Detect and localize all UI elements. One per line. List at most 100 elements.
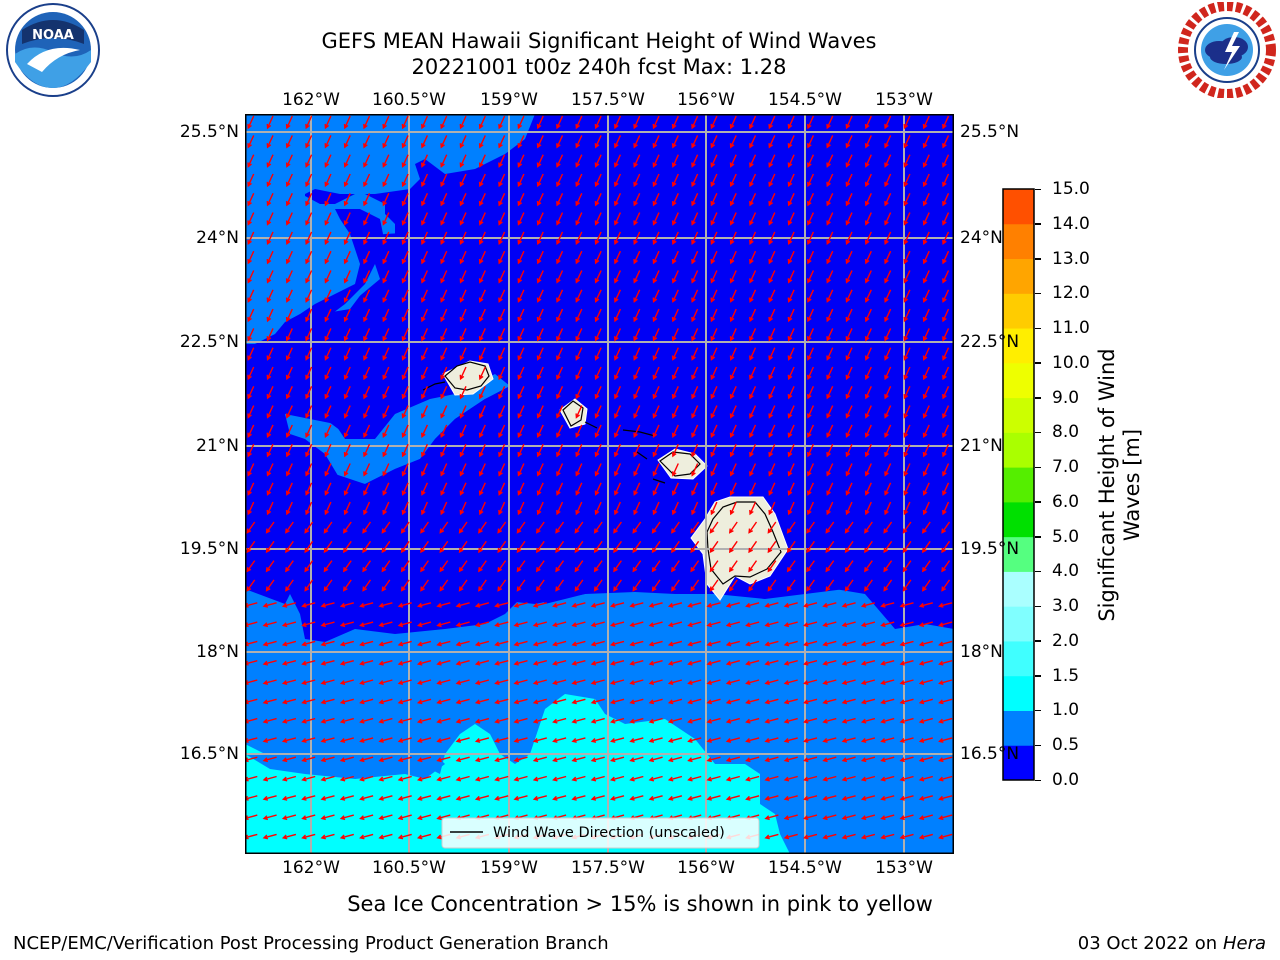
wave-direction-arrow — [382, 270, 390, 284]
wave-direction-arrow — [323, 540, 333, 554]
wave-direction-arrow — [710, 231, 718, 246]
wave-direction-arrow — [764, 640, 779, 647]
wave-direction-arrow — [421, 289, 429, 303]
wave-direction-arrow — [285, 501, 293, 516]
footer-machine: Hera — [1222, 933, 1266, 954]
wave-direction-arrow — [845, 386, 853, 400]
wave-direction-arrow — [593, 521, 603, 534]
wave-direction-arrow — [245, 795, 258, 801]
wave-direction-arrow — [343, 173, 351, 188]
wave-direction-arrow — [440, 212, 448, 226]
wave-direction-arrow — [787, 482, 795, 496]
wave-direction-arrow — [783, 833, 798, 840]
wave-direction-arrow — [749, 386, 757, 400]
wave-direction-arrow — [903, 443, 911, 458]
wave-direction-arrow — [436, 621, 451, 628]
wave-direction-arrow — [363, 405, 371, 419]
wave-height-map: Wind Wave Direction (unscaled) — [245, 114, 954, 854]
wave-direction-arrow — [802, 756, 818, 763]
wave-direction-arrow — [594, 347, 602, 361]
wave-direction-arrow — [536, 270, 544, 284]
wave-direction-arrow — [845, 193, 853, 207]
wave-direction-arrow — [478, 289, 486, 303]
wave-direction-arrow — [651, 560, 661, 573]
wave-direction-arrow — [768, 366, 776, 381]
wave-direction-arrow — [301, 602, 316, 608]
wave-direction-arrow — [826, 173, 834, 188]
wave-direction-arrow — [517, 482, 525, 496]
wave-direction-arrow — [938, 795, 953, 801]
wave-direction-arrow — [247, 482, 255, 496]
wave-direction-arrow — [807, 135, 815, 149]
wave-direction-arrow — [783, 775, 798, 782]
wave-direction-arrow — [594, 366, 602, 381]
wave-direction-arrow — [245, 679, 258, 685]
wave-direction-arrow — [667, 640, 683, 647]
wave-direction-arrow — [883, 579, 893, 592]
wave-direction-arrow — [359, 775, 374, 782]
wave-direction-arrow — [942, 270, 950, 284]
wave-direction-arrow — [474, 660, 490, 666]
wave-direction-arrow — [305, 289, 313, 303]
wave-direction-arrow — [575, 328, 583, 342]
colorbar-tick-label: 0.5 — [1052, 735, 1080, 756]
wave-direction-arrow — [691, 405, 699, 419]
wave-direction-arrow — [826, 405, 834, 419]
wave-direction-arrow — [440, 386, 448, 400]
wave-direction-arrow — [513, 679, 528, 685]
lat-label-left: 21°N — [196, 436, 239, 456]
wave-direction-arrow — [382, 231, 390, 246]
wave-direction-arrow — [745, 640, 760, 647]
wave-direction-arrow — [590, 640, 605, 647]
wave-direction-arrow — [884, 115, 892, 130]
wave-direction-arrow — [247, 443, 255, 458]
wave-direction-arrow — [729, 154, 737, 168]
wave-direction-arrow — [536, 193, 544, 207]
wave-direction-arrow — [359, 795, 374, 801]
wave-direction-arrow — [266, 482, 274, 496]
wave-direction-arrow — [749, 463, 757, 477]
wave-direction-arrow — [687, 602, 702, 608]
wave-direction-arrow — [768, 347, 776, 361]
wave-direction-arrow — [459, 135, 467, 149]
wave-direction-arrow — [555, 579, 565, 592]
wave-direction-arrow — [938, 737, 953, 743]
wave-direction-arrow — [459, 308, 467, 323]
colorbar-tick-mark — [1035, 640, 1041, 642]
wave-direction-arrow — [305, 193, 313, 207]
wave-direction-arrow — [614, 173, 622, 188]
wave-direction-arrow — [687, 795, 702, 801]
wave-direction-arrow — [474, 679, 490, 685]
wave-direction-arrow — [690, 579, 700, 592]
wave-direction-arrow — [262, 679, 277, 685]
wave-direction-arrow — [455, 737, 470, 743]
wave-direction-arrow — [440, 328, 448, 342]
wave-direction-arrow — [320, 679, 335, 685]
wave-direction-arrow — [363, 328, 371, 342]
wave-direction-arrow — [652, 193, 660, 207]
wave-direction-arrow — [436, 698, 451, 705]
wave-direction-arrow — [845, 443, 853, 458]
wave-direction-arrow — [880, 621, 895, 628]
wave-direction-arrow — [725, 602, 740, 608]
wave-direction-arrow — [609, 679, 625, 685]
wave-direction-arrow — [860, 833, 876, 840]
wave-direction-arrow — [246, 560, 256, 573]
wave-direction-arrow — [942, 115, 950, 130]
wave-direction-arrow — [478, 328, 486, 342]
wave-direction-arrow — [633, 482, 641, 496]
wave-direction-arrow — [536, 386, 544, 400]
wave-direction-arrow — [571, 679, 586, 685]
wave-direction-arrow — [748, 579, 758, 592]
wave-direction-arrow — [343, 443, 351, 458]
wave-direction-arrow — [844, 579, 854, 592]
wave-direction-arrow — [826, 328, 834, 342]
wave-direction-arrow — [421, 250, 429, 265]
wave-direction-arrow — [903, 193, 911, 207]
wave-direction-arrow — [822, 679, 837, 685]
wave-direction-arrow — [594, 212, 602, 226]
wave-direction-arrow — [532, 621, 547, 628]
wave-direction-arrow — [802, 833, 818, 840]
wave-direction-arrow — [648, 698, 663, 705]
wave-direction-arrow — [706, 640, 721, 647]
